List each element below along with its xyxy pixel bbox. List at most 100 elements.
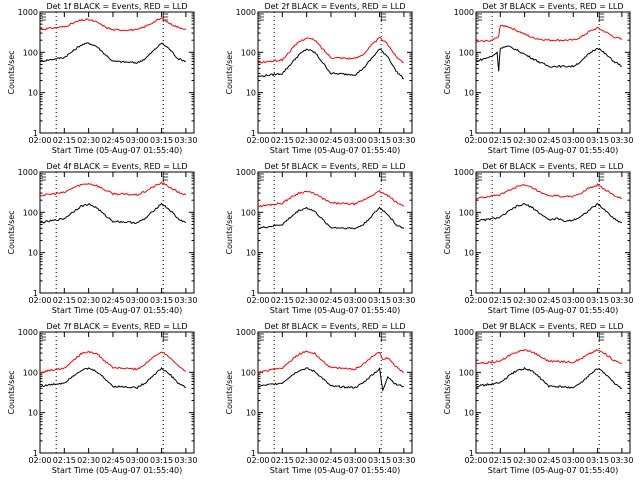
x-tick-label: 03:15 (586, 296, 609, 305)
x-tick-label: 02:45 (101, 456, 124, 465)
x-tick-label: 03:15 (150, 296, 173, 305)
y-tick-label: 1 (33, 129, 38, 138)
plot-frame (257, 11, 413, 134)
events-series-line (39, 202, 187, 225)
x-tick-label: 02:15 (271, 136, 294, 145)
lld-series-line (39, 17, 187, 32)
y-tick-label: 1000 (236, 168, 256, 177)
x-tick-label: 03:00 (126, 136, 149, 145)
x-axis-label: Start Time (05-Aug-07 01:55:40) (270, 466, 401, 475)
y-tick-label: 1000 (236, 328, 256, 337)
panel-title: Det 5f BLACK = Events, RED = LLD (264, 162, 405, 171)
y-tick-label: 1 (33, 289, 38, 298)
x-axis-label: Start Time (05-Aug-07 01:55:40) (270, 146, 401, 155)
events-series-line (257, 206, 405, 230)
x-tick-label: 03:30 (610, 456, 633, 465)
events-series-line (257, 48, 405, 80)
x-tick-label: 03:00 (126, 456, 149, 465)
x-axis-label: Start Time (05-Aug-07 01:55:40) (52, 146, 183, 155)
x-tick-label: 02:00 (464, 136, 487, 145)
x-tick-label: 02:00 (28, 456, 51, 465)
end-bracket-glyph (598, 333, 605, 342)
plot-frame (475, 11, 631, 134)
y-tick-label: 1 (469, 449, 474, 458)
y-tick-label: 10 (246, 89, 256, 98)
panel-title: Det 9f BLACK = Events, RED = LLD (482, 322, 623, 331)
y-tick-label: 100 (459, 208, 474, 217)
start-bracket-glyph (42, 13, 46, 21)
panel-1: Det 1f BLACK = Events, RED = LLD 1 10 100 10… (7, 2, 197, 155)
y-tick-label: 1000 (18, 8, 38, 17)
start-bracket-glyph (478, 13, 482, 21)
panel-8: Det 8f BLACK = Events, RED = LLD 1 10 100 10… (225, 322, 415, 475)
y-tick-label: 10 (246, 249, 256, 258)
y-axis-label: Counts/sec (7, 50, 16, 94)
lld-series-line (257, 189, 405, 208)
y-axis-label: Counts/sec (443, 370, 452, 414)
x-tick-label: 03:15 (368, 136, 391, 145)
panel-title: Det 6f BLACK = Events, RED = LLD (482, 162, 623, 171)
y-tick-label: 100 (241, 208, 256, 217)
panel-2: Det 2f BLACK = Events, RED = LLD 1 10 100 10… (225, 2, 415, 155)
y-tick-label: 100 (459, 48, 474, 57)
x-tick-label: 02:30 (77, 296, 100, 305)
panel-title: Det 1f BLACK = Events, RED = LLD (46, 2, 187, 11)
x-tick-label: 03:30 (392, 136, 415, 145)
y-axis-label: Counts/sec (443, 50, 452, 94)
lld-series-line (39, 181, 187, 197)
x-tick-label: 03:00 (126, 296, 149, 305)
x-axis-label: Start Time (05-Aug-07 01:55:40) (270, 306, 401, 315)
y-axis-label: Counts/sec (225, 370, 234, 414)
panel-7: Det 7f BLACK = Events, RED = LLD 1 10 100 10… (7, 322, 197, 475)
plot-frame (475, 331, 631, 454)
start-bracket-glyph (260, 13, 264, 21)
x-tick-label: 02:45 (319, 296, 342, 305)
x-tick-label: 03:30 (174, 136, 197, 145)
x-tick-label: 02:30 (295, 456, 318, 465)
x-tick-label: 02:00 (246, 456, 269, 465)
x-tick-label: 02:15 (271, 296, 294, 305)
panel-6: Det 6f BLACK = Events, RED = LLD 1 10 100 10… (443, 162, 633, 315)
panel-title: Det 8f BLACK = Events, RED = LLD (264, 322, 405, 331)
end-bracket-glyph (380, 333, 387, 342)
x-tick-label: 02:15 (489, 136, 512, 145)
end-bracket-glyph (380, 173, 387, 182)
y-tick-label: 1 (251, 449, 256, 458)
x-axis-label: Start Time (05-Aug-07 01:55:40) (488, 146, 619, 155)
events-series-line (475, 45, 622, 72)
y-tick-label: 10 (464, 89, 474, 98)
x-tick-label: 03:00 (562, 456, 585, 465)
y-tick-label: 100 (459, 368, 474, 377)
x-tick-label: 02:45 (101, 296, 124, 305)
panel-5: Det 5f BLACK = Events, RED = LLD 1 10 100 10… (225, 162, 415, 315)
x-tick-label: 02:15 (489, 456, 512, 465)
start-bracket-glyph (478, 173, 482, 181)
y-tick-label: 10 (246, 409, 256, 418)
x-tick-label: 03:30 (610, 136, 633, 145)
x-tick-label: 03:00 (344, 456, 367, 465)
panel-title: Det 7f BLACK = Events, RED = LLD (46, 322, 187, 331)
x-tick-label: 02:30 (513, 456, 536, 465)
x-axis-label: Start Time (05-Aug-07 01:55:40) (488, 306, 619, 315)
x-axis-label: Start Time (05-Aug-07 01:55:40) (488, 466, 619, 475)
x-axis-label: Start Time (05-Aug-07 01:55:40) (52, 466, 183, 475)
panel-4: Det 4f BLACK = Events, RED = LLD 1 10 100 10… (7, 162, 197, 315)
y-tick-label: 100 (23, 208, 38, 217)
x-tick-label: 02:15 (53, 456, 76, 465)
events-series-line (257, 367, 405, 393)
y-tick-label: 1000 (454, 328, 474, 337)
x-tick-label: 03:30 (392, 296, 415, 305)
x-tick-label: 02:30 (513, 296, 536, 305)
x-tick-label: 02:15 (53, 136, 76, 145)
y-tick-label: 100 (241, 48, 256, 57)
x-tick-label: 02:45 (537, 456, 560, 465)
y-tick-label: 100 (23, 368, 38, 377)
x-tick-label: 03:15 (586, 456, 609, 465)
x-tick-label: 03:15 (368, 296, 391, 305)
x-tick-label: 02:00 (28, 136, 51, 145)
lld-series-line (475, 349, 623, 365)
y-tick-label: 1000 (18, 328, 38, 337)
y-tick-label: 100 (241, 368, 256, 377)
start-bracket-glyph (42, 333, 46, 341)
